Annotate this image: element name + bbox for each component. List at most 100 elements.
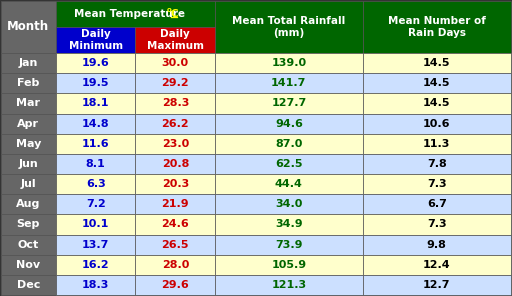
Text: 87.0: 87.0: [275, 139, 303, 149]
Bar: [56, 154, 136, 174]
Text: 12.7: 12.7: [423, 280, 451, 290]
Text: Sep: Sep: [17, 219, 40, 229]
Text: 14.5: 14.5: [423, 98, 451, 108]
Text: 121.3: 121.3: [271, 280, 307, 290]
Bar: [215, 214, 362, 234]
Bar: [136, 27, 215, 53]
Bar: [136, 113, 215, 134]
Text: Daily
Maximum: Daily Maximum: [147, 29, 204, 51]
Text: 28.3: 28.3: [162, 98, 189, 108]
Text: Daily
Minimum: Daily Minimum: [69, 29, 123, 51]
Text: 34.9: 34.9: [275, 219, 303, 229]
Text: 44.4: 44.4: [275, 179, 303, 189]
Text: 23.0: 23.0: [162, 139, 189, 149]
Bar: [1, 275, 56, 295]
Bar: [1, 154, 56, 174]
Text: 14.5: 14.5: [423, 58, 451, 68]
Bar: [136, 275, 215, 295]
Text: 9.8: 9.8: [427, 239, 447, 250]
Text: Aug: Aug: [16, 199, 40, 209]
Text: 62.5: 62.5: [275, 159, 303, 169]
Bar: [1, 214, 56, 234]
Bar: [215, 174, 362, 194]
Text: May: May: [16, 139, 41, 149]
Text: 6.3: 6.3: [86, 179, 105, 189]
Bar: [56, 27, 136, 53]
Bar: [56, 234, 136, 255]
Bar: [56, 194, 136, 214]
Text: 28.0: 28.0: [162, 260, 189, 270]
Bar: [215, 53, 362, 73]
Bar: [1, 194, 56, 214]
Text: 14.5: 14.5: [423, 78, 451, 88]
Bar: [362, 134, 511, 154]
Bar: [215, 255, 362, 275]
Text: 34.0: 34.0: [275, 199, 303, 209]
Text: Jul: Jul: [20, 179, 36, 189]
Bar: [56, 73, 136, 93]
Bar: [362, 174, 511, 194]
Text: 11.6: 11.6: [82, 139, 110, 149]
Text: Dec: Dec: [17, 280, 40, 290]
Bar: [1, 255, 56, 275]
Text: Oct: Oct: [18, 239, 39, 250]
Text: 19.5: 19.5: [82, 78, 110, 88]
Text: 18.3: 18.3: [82, 280, 110, 290]
Text: 127.7: 127.7: [271, 98, 307, 108]
Bar: [362, 275, 511, 295]
Text: Jan: Jan: [19, 58, 38, 68]
Bar: [136, 73, 215, 93]
Text: Apr: Apr: [17, 119, 39, 128]
Text: 6.7: 6.7: [427, 199, 447, 209]
Bar: [215, 73, 362, 93]
Bar: [136, 53, 215, 73]
Bar: [362, 214, 511, 234]
Bar: [215, 134, 362, 154]
Text: Mar: Mar: [16, 98, 40, 108]
Bar: [215, 194, 362, 214]
Bar: [56, 134, 136, 154]
Bar: [56, 113, 136, 134]
Bar: [1, 73, 56, 93]
Bar: [215, 93, 362, 113]
Bar: [362, 194, 511, 214]
Text: Feb: Feb: [17, 78, 39, 88]
Text: 26.2: 26.2: [161, 119, 189, 128]
Bar: [362, 154, 511, 174]
Bar: [1, 174, 56, 194]
Bar: [362, 113, 511, 134]
Text: Month: Month: [7, 20, 50, 33]
Bar: [1, 234, 56, 255]
Text: Jun: Jun: [18, 159, 38, 169]
Bar: [136, 214, 215, 234]
Bar: [1, 113, 56, 134]
Text: 26.5: 26.5: [162, 239, 189, 250]
Text: 29.6: 29.6: [161, 280, 189, 290]
Bar: [56, 53, 136, 73]
Text: Mean Total Rainfall
(mm): Mean Total Rainfall (mm): [232, 16, 346, 38]
Bar: [56, 214, 136, 234]
Bar: [56, 1, 215, 27]
Bar: [362, 234, 511, 255]
Bar: [215, 275, 362, 295]
Text: 10.1: 10.1: [82, 219, 110, 229]
Bar: [1, 53, 56, 73]
Text: 21.9: 21.9: [161, 199, 189, 209]
Bar: [215, 154, 362, 174]
Text: 8.1: 8.1: [86, 159, 105, 169]
Text: 20.8: 20.8: [162, 159, 189, 169]
Bar: [136, 154, 215, 174]
Bar: [136, 194, 215, 214]
Text: 14.8: 14.8: [82, 119, 110, 128]
Bar: [1, 1, 56, 53]
Text: 30.0: 30.0: [162, 58, 189, 68]
Bar: [56, 275, 136, 295]
Bar: [1, 93, 56, 113]
Text: 139.0: 139.0: [271, 58, 307, 68]
Text: 7.3: 7.3: [427, 179, 446, 189]
Bar: [215, 234, 362, 255]
Bar: [215, 113, 362, 134]
Text: Mean Temperature: Mean Temperature: [74, 9, 189, 19]
Text: Nov: Nov: [16, 260, 40, 270]
Text: 141.7: 141.7: [271, 78, 307, 88]
